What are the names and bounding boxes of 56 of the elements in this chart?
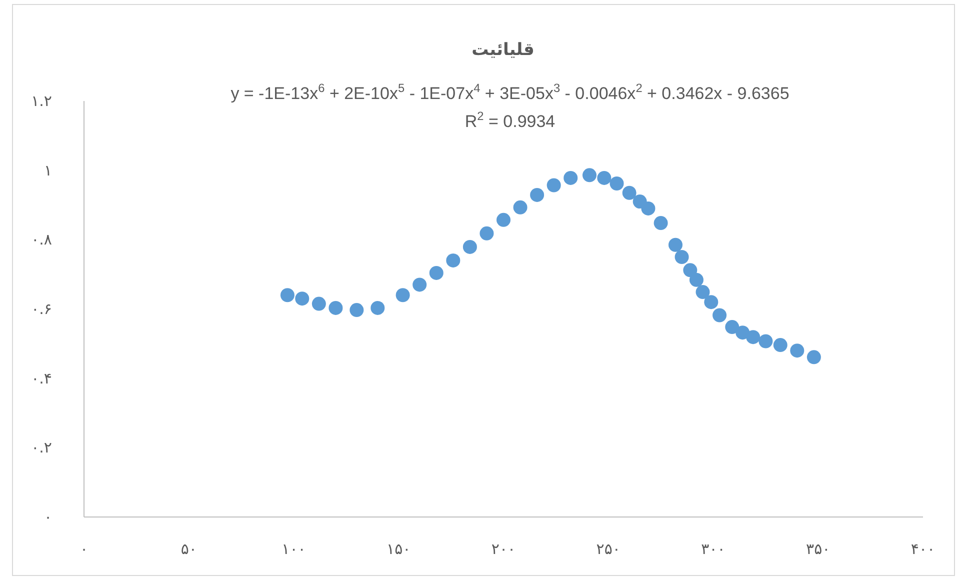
point: [429, 266, 444, 280]
point: [683, 263, 698, 278]
point: [758, 334, 773, 348]
point: [462, 240, 477, 254]
y-tick-label: ۰: [44, 508, 52, 526]
x-tick-label: ۲۰۰: [491, 540, 516, 558]
point: [712, 308, 727, 322]
x-tick-label: ۱۰۰: [282, 540, 306, 558]
point: [597, 170, 612, 185]
point: [746, 330, 760, 344]
point: [668, 238, 682, 252]
point: [696, 285, 710, 300]
x-tick-label: ۰: [80, 540, 88, 558]
point: [564, 170, 578, 185]
point: [530, 188, 544, 202]
point: [480, 226, 494, 240]
y-tick-label: ۱.۲: [31, 92, 52, 110]
point: [736, 326, 750, 340]
point: [446, 253, 460, 268]
point: [704, 295, 718, 310]
y-tick-label: ۰.۴: [31, 369, 52, 388]
point: [641, 201, 656, 216]
point: [370, 300, 385, 315]
point: [622, 186, 636, 200]
x-tick-label: ۵۰: [180, 540, 197, 558]
point: [610, 176, 624, 191]
point: [396, 288, 410, 302]
point: [725, 320, 740, 334]
point: [513, 200, 528, 214]
point: [582, 168, 596, 182]
point: [412, 278, 427, 292]
y-tick-label: ۰.۶: [31, 300, 52, 318]
point: [654, 216, 668, 230]
y-tick-label: ۰.۸: [31, 230, 52, 249]
y-tick-label: ۰.۲: [31, 438, 52, 457]
x-tick-label: ۴۰۰: [910, 540, 936, 558]
chart-title: قلیائیت: [472, 40, 534, 60]
x-tick-label: ۳۵۰: [806, 540, 830, 558]
point: [328, 300, 343, 315]
text: y = -1E-13x$^{6}$ + 2E-10x$^{5}$ - 1E-07x$^{4}$ + 3E-05x$^{3}$ - 0.0046x$^{2}$ + 0.3462x - 9.6365: [230, 81, 790, 103]
point: [546, 178, 561, 192]
point: [689, 272, 704, 287]
point: [790, 344, 804, 358]
point: [674, 250, 689, 264]
point: [350, 303, 364, 318]
annotation: R$^{2}$ = 0.9934: [464, 109, 556, 131]
point: [312, 296, 326, 311]
x-tick-label: ۱۵۰: [386, 540, 411, 558]
x-tick-label: ۲۵۰: [596, 540, 620, 558]
point: [773, 338, 788, 352]
point: [806, 350, 821, 364]
point: [280, 288, 294, 302]
point: [295, 292, 310, 306]
point: [496, 212, 510, 227]
y-tick-label: ۱: [44, 161, 52, 180]
x-tick-label: ۳۰۰: [701, 540, 726, 558]
